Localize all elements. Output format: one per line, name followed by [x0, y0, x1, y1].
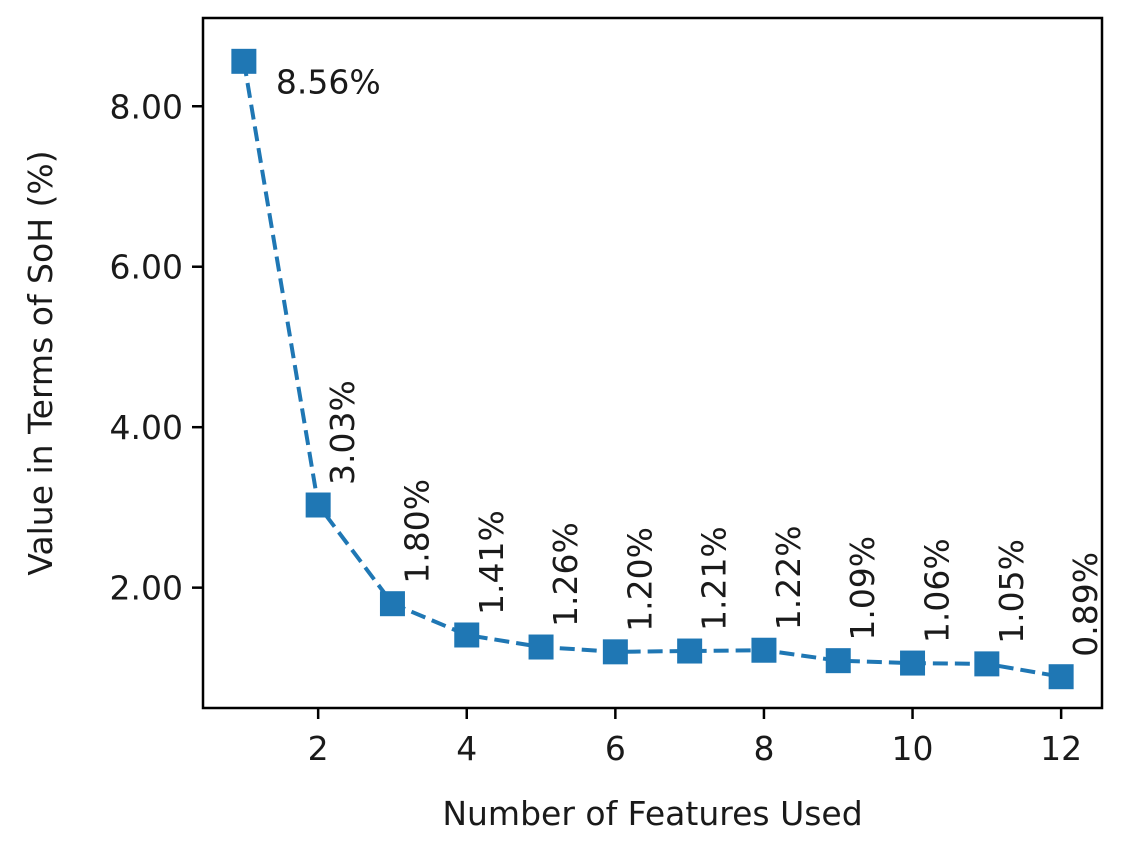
data-label: 1.41% [472, 510, 511, 615]
data-point-marker [751, 637, 777, 663]
data-point-marker [231, 48, 257, 74]
data-point-marker [900, 650, 926, 676]
data-label: 1.06% [918, 538, 957, 643]
data-point-marker [677, 638, 703, 664]
data-point-marker [528, 634, 554, 660]
data-label: 1.21% [695, 526, 734, 631]
y-tick-label: 2.00 [110, 569, 183, 608]
data-point-marker [454, 622, 480, 648]
data-label: 1.05% [992, 539, 1031, 644]
y-tick-label: 6.00 [110, 248, 183, 287]
x-tick-label: 12 [1040, 729, 1082, 768]
data-point-marker [305, 492, 331, 518]
y-tick-label: 4.00 [110, 408, 183, 447]
x-tick-label: 6 [605, 729, 626, 768]
data-label: 1.22% [769, 525, 808, 630]
data-label: 1.26% [546, 522, 585, 627]
x-axis-label: Number of Features Used [442, 794, 862, 833]
data-point-marker [974, 651, 1000, 677]
x-tick-label: 8 [753, 729, 774, 768]
data-label: 3.03% [323, 380, 362, 485]
y-tick-label: 8.00 [110, 87, 183, 126]
x-tick-label: 2 [308, 729, 329, 768]
x-axis: 2 4 6 8 10 12 [308, 708, 1082, 768]
data-point-marker [379, 591, 405, 617]
data-label: 8.56% [276, 62, 381, 101]
x-tick-label: 10 [892, 729, 934, 768]
y-axis-label: Value in Terms of SoH (%) [21, 150, 60, 575]
data-label: 0.89% [1066, 552, 1105, 657]
data-point-marker [602, 639, 628, 665]
series-layer: 8.56% 3.03% 1.80% 1.41% 1.26% 1.20% 1.21% 1.22%… [231, 48, 1105, 690]
x-tick-label: 4 [456, 729, 477, 768]
data-label: 1.20% [620, 527, 659, 632]
data-label: 1.09% [843, 536, 882, 641]
data-label: 1.80% [397, 479, 436, 584]
y-axis: 2.00 4.00 6.00 8.00 [110, 87, 203, 608]
plot-frame [201, 16, 1104, 710]
data-point-marker [825, 648, 851, 674]
data-point-marker [1048, 664, 1074, 690]
